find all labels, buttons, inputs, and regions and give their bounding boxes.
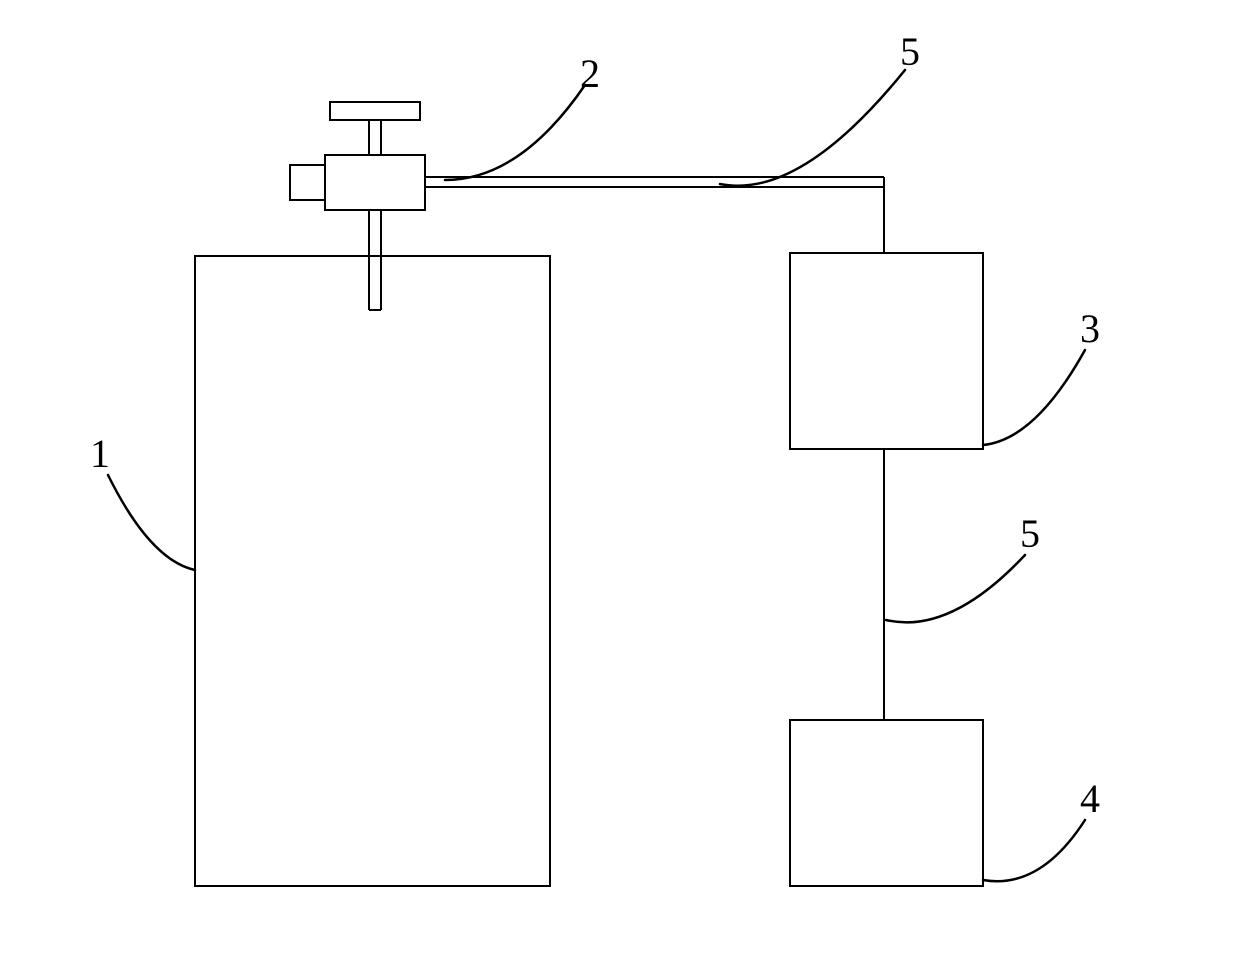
- box-4: [790, 720, 983, 886]
- box-3: [790, 253, 983, 449]
- leader-1: [108, 475, 195, 570]
- label-3: 3: [1080, 305, 1100, 352]
- leader-5b: [886, 555, 1025, 622]
- leader-3: [983, 350, 1085, 445]
- label-5b: 5: [1020, 510, 1040, 557]
- valve-side-port: [290, 165, 325, 200]
- tank-1: [195, 256, 550, 886]
- leader-4: [983, 820, 1085, 881]
- label-5a: 5: [900, 28, 920, 75]
- leader-2: [445, 85, 585, 180]
- label-4: 4: [1080, 775, 1100, 822]
- valve-body: [325, 155, 425, 210]
- label-1: 1: [90, 430, 110, 477]
- leader-5a: [720, 70, 905, 186]
- label-2: 2: [580, 50, 600, 97]
- schematic-diagram: [0, 0, 1240, 975]
- valve-handwheel: [330, 102, 420, 120]
